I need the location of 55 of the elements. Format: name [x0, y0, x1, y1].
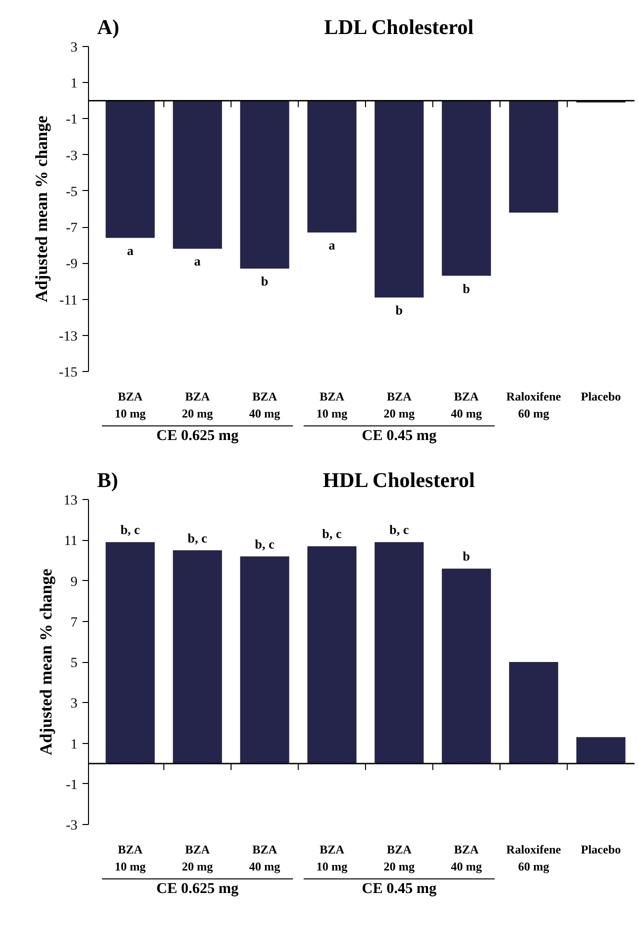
x-tick-label: BZA 40 mg [450, 390, 482, 420]
y-tick-label: 3 [70, 696, 78, 712]
x-tick-label: BZA 40 mg [249, 842, 280, 874]
y-tick-label: 3 [70, 40, 78, 56]
data-label: b, c [389, 522, 410, 538]
x-tick-label: BZA 20 mg [384, 842, 415, 874]
y-tick-label: -7 [66, 221, 78, 236]
y-tick-label: -1 [66, 112, 78, 128]
y-tick-label: -5 [66, 184, 78, 200]
chart-title: HDL Cholesterol [322, 468, 475, 492]
y-tick-label: -11 [59, 293, 78, 308]
x-tick-label: BZA 10 mg [316, 390, 348, 420]
y-axis-title: Adjusted mean % change [36, 568, 56, 756]
data-label: b [261, 274, 268, 289]
y-tick-label: -15 [58, 366, 78, 380]
data-label: b [462, 280, 470, 296]
data-label: a [194, 254, 202, 269]
text: CE 0.45 mg [362, 881, 437, 897]
data-label: a [126, 242, 134, 258]
x-tick-label: BZA 40 mg [249, 390, 280, 420]
x-tick-label: BZA 10 mg [114, 390, 146, 420]
data-label: b, c [188, 530, 208, 546]
y-tick-label: -3 [66, 148, 78, 164]
y-axis-title: Adjusted mean % change [32, 115, 51, 302]
chart-title: LDL Cholesterol [324, 15, 474, 40]
x-tick-label: BZA 40 mg [450, 842, 482, 874]
data-label: b [396, 302, 403, 318]
data-label: b, c [322, 526, 342, 542]
data-label: b, c [120, 522, 140, 538]
y-tick-label: 1 [70, 737, 78, 752]
data-label: b [462, 548, 470, 564]
y-tick-label: 13 [64, 494, 78, 508]
y-tick-label: -3 [66, 818, 78, 834]
x-tick-label: BZA 20 mg [384, 390, 415, 420]
y-tick-label: 11 [64, 534, 78, 550]
y-tick-label: 1 [70, 76, 78, 92]
x-tick-label: BZA 20 mg [182, 390, 213, 420]
y-tick-label: 5 [70, 656, 78, 671]
text: CE 0.625 mg [156, 428, 239, 444]
x-tick-label: Placebo [580, 842, 621, 856]
y-tick-label: -1 [66, 778, 78, 793]
x-tick-label: BZA 10 mg [316, 842, 348, 874]
y-tick-label: 7 [70, 615, 78, 630]
y-tick-label: -9 [66, 257, 78, 272]
text: CE 0.45 mg [362, 428, 437, 444]
y-tick-label: 9 [70, 574, 78, 590]
data-label: b, c [254, 536, 275, 552]
y-tick-label: -13 [58, 329, 78, 344]
data-label: a [328, 237, 336, 252]
x-tick-label: Placebo [580, 390, 621, 404]
x-tick-label: BZA 10 mg [114, 842, 146, 874]
x-tick-label: BZA 20 mg [182, 842, 213, 874]
x-tick-label: Raloxifene 60 mg [506, 842, 562, 874]
x-tick-label: Raloxifene 60 mg [506, 390, 562, 420]
text: CE 0.625 mg [156, 881, 239, 897]
